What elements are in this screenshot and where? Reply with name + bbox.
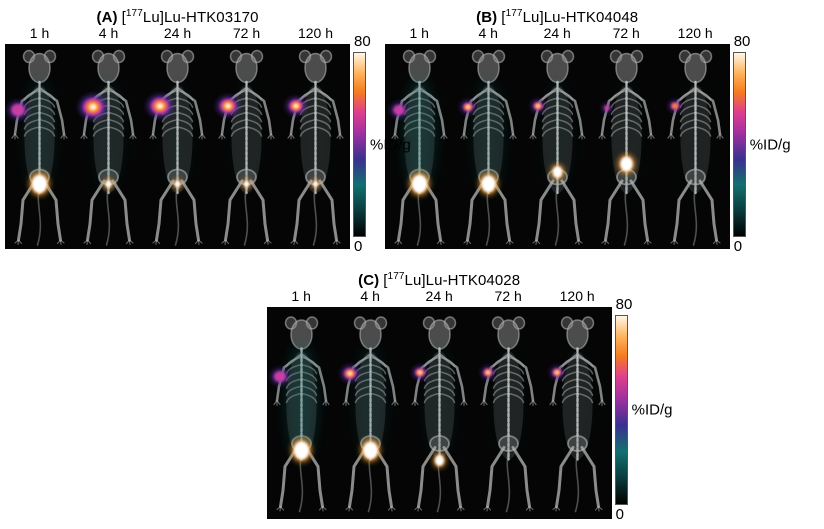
timepoint-label: 120 h: [559, 288, 595, 304]
timepoint-label: 120 h: [677, 25, 713, 41]
panel-b-timepoint-labels: 1 h 4 h 24 h 72 h 120 h: [385, 24, 730, 44]
panel-c-colorbar: 80 %ID/g 0: [614, 296, 673, 523]
mouse-scan: [411, 316, 468, 513]
panel-c-timepoint-labels: 1 h 4 h 24 h 72 h 120 h: [267, 287, 612, 307]
panel-a-scan-image: [5, 44, 350, 249]
mouse-scan: [271, 316, 330, 513]
colorbar-min-label: 0: [733, 238, 743, 255]
mouse-scan: [529, 49, 586, 246]
timepoint-label: 1 h: [409, 25, 429, 41]
panel-b-title: (B) [177Lu]Lu-HTK04048: [385, 4, 730, 26]
panel-b: (B) [177Lu]Lu-HTK04048 1 h 4 h 24 h 72 h …: [384, 4, 791, 255]
colorbar-max-label: 80: [615, 296, 633, 313]
panel-a-timepoint-labels: 1 h 4 h 24 h 72 h 120 h: [5, 24, 350, 44]
timepoint-label: 4 h: [360, 288, 380, 304]
timepoint-label: 72 h: [232, 25, 261, 41]
mouse-scan: [667, 49, 724, 246]
colorbar-unit-label: %ID/g: [631, 401, 673, 419]
mouse-scan: [598, 49, 655, 246]
panel-a-scan-column: (A) [177Lu]Lu-HTK03170 1 h 4 h 24 h 72 h …: [5, 4, 350, 249]
background-uptake-haze: [423, 344, 456, 461]
panel-c: (C) [177Lu]Lu-HTK04028 1 h 4 h 24 h 72 h …: [266, 267, 673, 523]
background-uptake-haze: [299, 78, 332, 194]
background-uptake-haze: [23, 78, 56, 194]
timepoint-label: 4 h: [98, 25, 119, 41]
background-uptake-haze: [161, 78, 194, 194]
panel-c-scan-image: [266, 307, 612, 519]
colorbar-max-label: 80: [733, 33, 751, 50]
background-uptake-haze: [610, 78, 643, 194]
timepoint-label: 24 h: [425, 288, 453, 304]
panel-a: (A) [177Lu]Lu-HTK03170 1 h 4 h 24 h 72 h …: [5, 4, 411, 255]
panel-b-scan-column: (B) [177Lu]Lu-HTK04048 1 h 4 h 24 h 72 h …: [384, 4, 730, 249]
timepoint-label: 24 h: [543, 25, 571, 41]
mouse-scan: [148, 49, 206, 246]
colorbar-gradient: [732, 52, 746, 237]
mouse-scan: [341, 316, 399, 513]
panel-a-colorbar: 80 %ID/g 0: [353, 33, 411, 255]
colorbar-min-label: 0: [615, 506, 624, 523]
background-uptake-haze: [230, 78, 263, 194]
background-uptake-haze: [285, 344, 318, 461]
background-uptake-haze: [561, 344, 594, 461]
panel-b-label: (B): [476, 9, 498, 26]
mouse-scan: [549, 316, 606, 513]
panel-c-title: (C) [177Lu]Lu-HTK04028: [267, 267, 612, 289]
panel-b-colorbar: 80 %ID/g 0: [732, 33, 791, 255]
colorbar-unit-label: %ID/g: [749, 136, 791, 153]
panel-c-scan-column: (C) [177Lu]Lu-HTK04028 1 h 4 h 24 h 72 h …: [266, 267, 612, 519]
mouse-scan: [217, 49, 275, 246]
figure-row-top: (A) [177Lu]Lu-HTK03170 1 h 4 h 24 h 72 h …: [5, 4, 824, 255]
background-uptake-haze: [679, 78, 711, 194]
timepoint-label: 72 h: [494, 288, 522, 304]
background-uptake-haze: [403, 78, 436, 194]
colorbar-min-label: 0: [354, 238, 363, 255]
panel-c-compound-name: [177Lu]Lu-HTK04028: [383, 271, 521, 289]
mouse-scan: [480, 316, 537, 513]
panel-b-scan-image: [384, 44, 730, 249]
timepoint-label: 120 h: [297, 25, 334, 41]
panel-b-compound-name: [177Lu]Lu-HTK04048: [501, 8, 639, 26]
panel-a-title: (A) [177Lu]Lu-HTK03170: [5, 4, 350, 26]
colorbar-gradient: [614, 315, 628, 505]
mouse-scan: [287, 49, 344, 246]
colorbar-max-label: 80: [354, 33, 371, 50]
mouse-skeleton: [667, 49, 724, 246]
background-uptake-haze: [92, 78, 125, 194]
panel-a-label: (A): [96, 9, 118, 26]
timepoint-label: 24 h: [163, 25, 192, 41]
mouse-scan: [9, 49, 68, 246]
colorbar-gradient: [353, 52, 366, 237]
timepoint-label: 4 h: [478, 25, 498, 41]
background-uptake-haze: [472, 78, 505, 194]
background-uptake-haze: [541, 78, 574, 194]
mouse-scan: [460, 49, 517, 246]
colorbar-unit-label: %ID/g: [370, 136, 411, 153]
panel-c-label: (C): [358, 272, 380, 289]
background-uptake-haze: [354, 344, 387, 461]
mouse-scan: [80, 49, 137, 246]
figure-row-bottom: (C) [177Lu]Lu-HTK04028 1 h 4 h 24 h 72 h …: [5, 267, 824, 523]
background-uptake-haze: [492, 344, 525, 461]
panel-a-compound-name: [177Lu]Lu-HTK03170: [121, 8, 259, 26]
timepoint-label: 72 h: [612, 25, 640, 41]
timepoint-label: 1 h: [291, 288, 311, 304]
mouse-scan: [391, 49, 448, 246]
timepoint-label: 1 h: [29, 25, 50, 41]
